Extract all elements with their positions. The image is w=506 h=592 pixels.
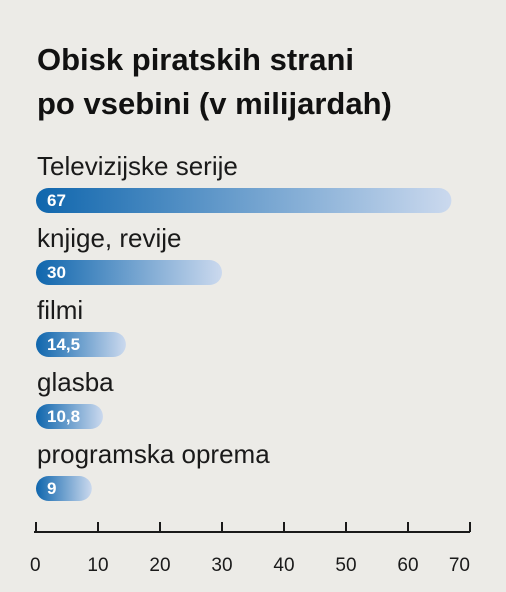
- bars-group: Televizijske serije 67 knjige, revije 30 fil…: [36, 151, 452, 501]
- bar: [36, 188, 452, 213]
- category-label: Televizijske serije: [37, 151, 238, 181]
- x-tick-label: 10: [87, 555, 108, 576]
- bar-value-label: 10,8: [47, 407, 80, 426]
- x-tick-label: 50: [335, 555, 356, 576]
- bar-value-label: 14,5: [47, 335, 80, 354]
- bar-value-label: 9: [47, 479, 56, 498]
- chart-subtitle: po vsebini (v milijardah): [37, 86, 392, 121]
- bar-value-label: 67: [47, 191, 66, 210]
- category-label: programska oprema: [37, 439, 270, 469]
- category-label: glasba: [37, 367, 114, 397]
- x-axis: 0 10 20 30 40 50 60 70: [30, 522, 471, 576]
- x-tick-label: 30: [211, 555, 232, 576]
- bar-value-label: 30: [47, 263, 66, 282]
- category-label: knjige, revije: [37, 223, 182, 253]
- bar: [36, 476, 92, 501]
- bar: [36, 404, 103, 429]
- x-tick-label: 20: [149, 555, 170, 576]
- bar: [36, 260, 222, 285]
- x-tick-label: 60: [397, 555, 418, 576]
- x-tick-label: 70: [449, 555, 470, 576]
- x-tick-label: 0: [30, 555, 41, 576]
- chart-title: Obisk piratskih strani: [37, 42, 354, 77]
- category-label: filmi: [37, 295, 83, 325]
- bar: [36, 332, 126, 357]
- x-tick-label: 40: [273, 555, 294, 576]
